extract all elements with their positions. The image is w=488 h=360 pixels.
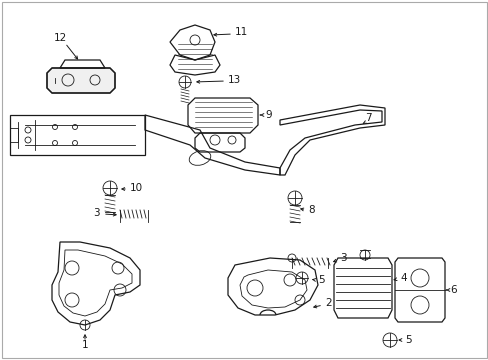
- Text: 3: 3: [339, 253, 346, 263]
- Text: 3: 3: [93, 208, 100, 218]
- Text: 9: 9: [264, 110, 271, 120]
- Text: 7: 7: [364, 113, 371, 123]
- Text: 10: 10: [130, 183, 143, 193]
- Text: 13: 13: [227, 75, 241, 85]
- Text: 1: 1: [81, 340, 88, 350]
- Text: 5: 5: [404, 335, 411, 345]
- Text: 11: 11: [235, 27, 248, 37]
- Text: 5: 5: [317, 275, 324, 285]
- Text: 8: 8: [307, 205, 314, 215]
- Text: 12: 12: [53, 33, 66, 43]
- Text: 2: 2: [325, 298, 331, 308]
- Polygon shape: [47, 68, 115, 93]
- Text: 4: 4: [399, 273, 406, 283]
- Text: 6: 6: [449, 285, 456, 295]
